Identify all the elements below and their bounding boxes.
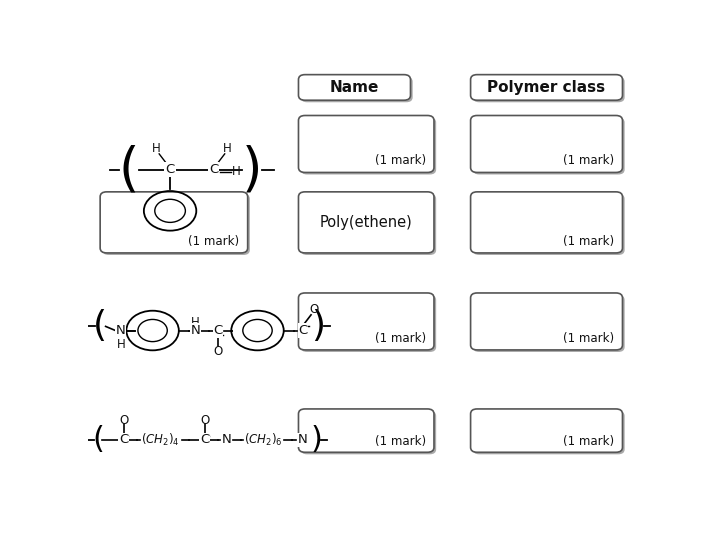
Text: H: H [152, 143, 161, 155]
FancyBboxPatch shape [471, 115, 623, 173]
Text: (1 mark): (1 mark) [563, 332, 614, 345]
Text: O: O [214, 345, 223, 358]
FancyBboxPatch shape [471, 293, 623, 350]
FancyBboxPatch shape [102, 194, 250, 255]
Text: C: C [200, 434, 209, 446]
Text: C: C [214, 324, 223, 337]
Text: $(CH_2)_4$: $(CH_2)_4$ [142, 432, 180, 448]
Text: H: H [191, 316, 200, 329]
FancyBboxPatch shape [300, 117, 436, 175]
Text: Polymer class: Polymer class [487, 80, 606, 95]
Text: O: O [309, 303, 319, 316]
FancyBboxPatch shape [300, 194, 436, 255]
Text: N: N [221, 434, 231, 446]
Text: H: H [233, 165, 241, 178]
Text: Name: Name [329, 80, 379, 95]
Text: (1 mark): (1 mark) [374, 435, 426, 448]
Text: H: H [116, 338, 125, 352]
FancyBboxPatch shape [300, 411, 436, 455]
FancyBboxPatch shape [473, 194, 625, 255]
FancyBboxPatch shape [473, 411, 625, 455]
FancyBboxPatch shape [471, 192, 623, 253]
Text: (1 mark): (1 mark) [188, 235, 240, 248]
FancyBboxPatch shape [300, 77, 412, 102]
FancyBboxPatch shape [471, 75, 623, 100]
Text: ): ) [311, 309, 325, 344]
FancyBboxPatch shape [473, 117, 625, 175]
Text: ): ) [311, 426, 322, 455]
Text: O: O [200, 414, 209, 427]
FancyBboxPatch shape [298, 293, 434, 350]
FancyBboxPatch shape [298, 409, 434, 452]
Text: O: O [119, 414, 128, 427]
FancyBboxPatch shape [473, 295, 625, 352]
FancyBboxPatch shape [100, 192, 247, 253]
Text: H: H [223, 143, 232, 155]
Text: Poly(ethene): Poly(ethene) [320, 215, 412, 230]
Text: (1 mark): (1 mark) [374, 332, 426, 345]
Text: (1 mark): (1 mark) [563, 435, 614, 448]
FancyBboxPatch shape [298, 192, 434, 253]
Text: (: ( [119, 145, 140, 197]
Text: N: N [298, 434, 307, 446]
Text: ): ) [242, 145, 262, 197]
FancyBboxPatch shape [471, 409, 623, 452]
Text: (1 mark): (1 mark) [563, 235, 614, 248]
Text: (: ( [93, 309, 107, 344]
FancyBboxPatch shape [298, 115, 434, 173]
Text: C: C [166, 163, 175, 176]
Text: C: C [209, 163, 219, 176]
Text: N: N [190, 324, 200, 337]
Text: (1 mark): (1 mark) [563, 154, 614, 167]
FancyBboxPatch shape [473, 77, 625, 102]
FancyBboxPatch shape [300, 295, 436, 352]
Text: (1 mark): (1 mark) [374, 154, 426, 167]
Text: (: ( [92, 426, 104, 455]
Text: C: C [298, 324, 307, 337]
Text: N: N [116, 324, 125, 337]
Text: $(CH_2)_6$: $(CH_2)_6$ [244, 432, 283, 448]
Text: C: C [119, 434, 128, 446]
FancyBboxPatch shape [298, 75, 410, 100]
